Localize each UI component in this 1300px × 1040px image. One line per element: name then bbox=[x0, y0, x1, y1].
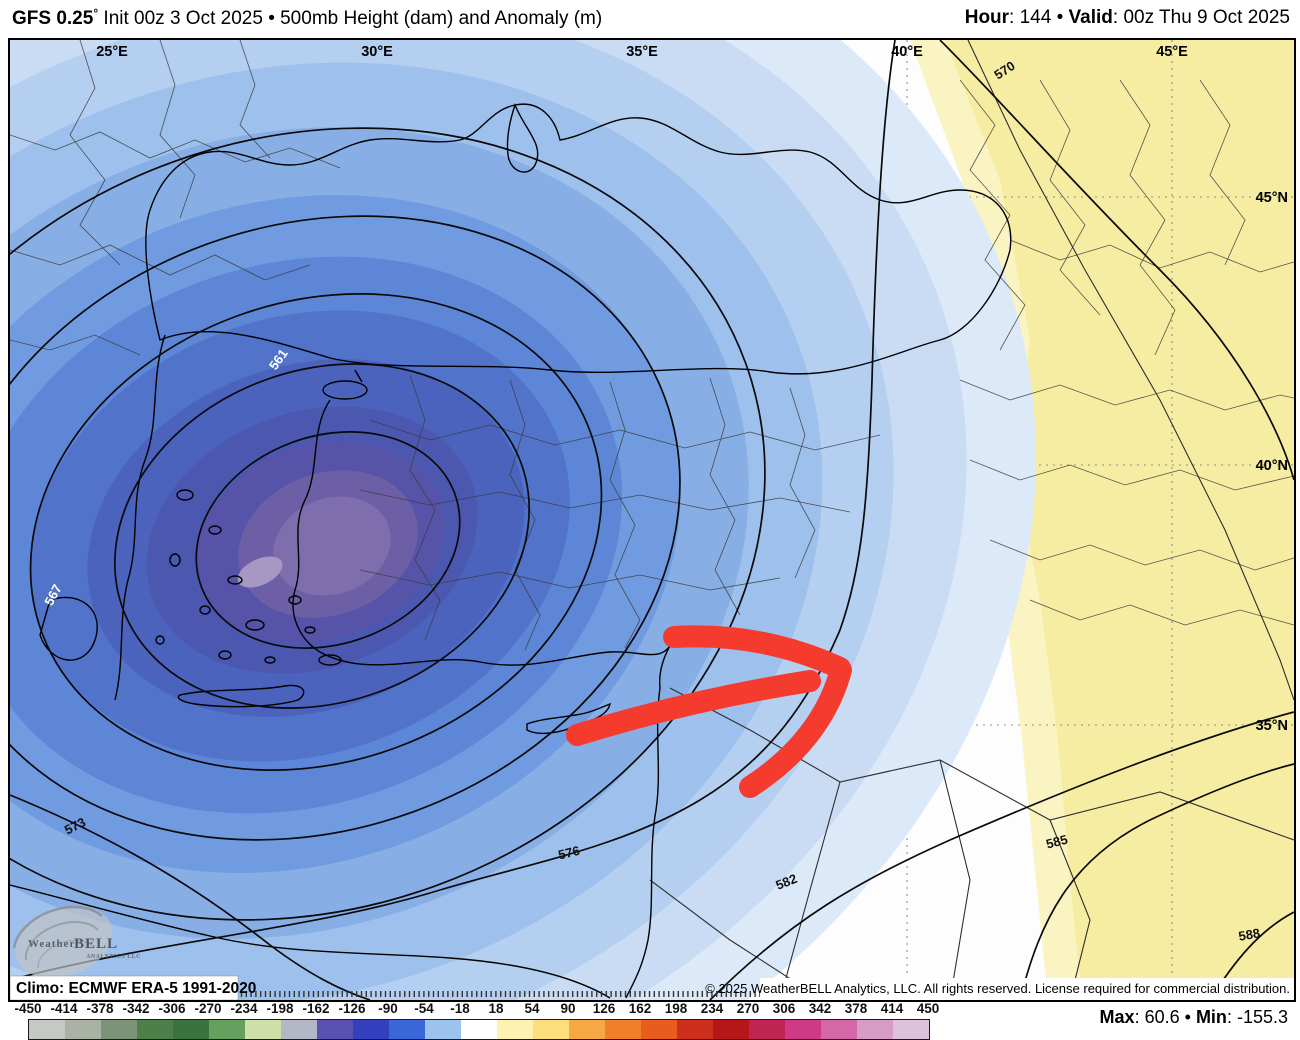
weatherbell-logo: Weather BELL ANALYTICS LLC bbox=[12, 905, 141, 979]
colorbar-tick: -342 bbox=[122, 1001, 150, 1016]
colorbar-ticks: -450 -414 -378 -342 -306 -270 -234 -198 -162 -126… bbox=[14, 1001, 939, 1018]
colorbar-tick: 414 bbox=[880, 1001, 904, 1016]
negative-anomaly-region bbox=[10, 40, 1036, 1000]
colorbar-tick: -126 bbox=[338, 1001, 366, 1016]
latitude-labels: 45°N 40°N 35°N bbox=[1256, 190, 1288, 734]
latitude-label: 35°N bbox=[1256, 718, 1288, 734]
logo-subtext: ANALYTICS LLC bbox=[86, 954, 141, 960]
hour-value: 144 bbox=[1019, 7, 1052, 28]
colorbar-tick: -378 bbox=[86, 1001, 114, 1016]
valid-value: 00z Thu 9 Oct 2025 bbox=[1123, 7, 1290, 28]
longitude-label: 40°E bbox=[891, 44, 923, 60]
colorbar-segment bbox=[821, 1020, 857, 1039]
logo-bell-text: BELL bbox=[74, 936, 118, 952]
colorbar-tick: 54 bbox=[524, 1001, 540, 1016]
colorbar-segment bbox=[353, 1020, 389, 1039]
colorbar-segment bbox=[569, 1020, 605, 1039]
colorbar-segment bbox=[389, 1020, 425, 1039]
colorbar-tick: 90 bbox=[560, 1001, 576, 1016]
colorbar-tick: 234 bbox=[700, 1001, 724, 1016]
country-borders bbox=[649, 40, 1294, 1000]
colorbar-tick: 342 bbox=[808, 1001, 832, 1016]
colorbar-segment bbox=[425, 1020, 461, 1039]
max-label: Max bbox=[1099, 1007, 1135, 1027]
contour-label: 588 bbox=[1237, 925, 1261, 944]
colorbar-segment bbox=[605, 1020, 641, 1039]
colorbar-segment bbox=[893, 1020, 929, 1039]
colorbar-segment bbox=[785, 1020, 821, 1039]
min-label: Min bbox=[1195, 1007, 1227, 1027]
colorbar-tick: 126 bbox=[592, 1001, 616, 1016]
longitude-label: 45°E bbox=[1156, 44, 1188, 60]
colorbar-tick: -306 bbox=[158, 1001, 186, 1016]
colorbar-tick: -162 bbox=[302, 1001, 330, 1016]
coastlines bbox=[10, 102, 1012, 999]
colorbar-segment bbox=[209, 1020, 245, 1039]
colorbar-segment bbox=[281, 1020, 317, 1039]
climo-text: Climo: ECMWF ERA-5 1991-2020 bbox=[16, 980, 256, 997]
hour-label: Hour bbox=[964, 7, 1010, 28]
latitude-label: 40°N bbox=[1256, 458, 1288, 474]
colorbar-segment bbox=[497, 1020, 533, 1039]
weather-map: 570 561 567 573 576 582 585 588 25°E 30°E 35°E 40°… bbox=[8, 38, 1296, 1002]
copyright-text: © 2025 WeatherBELL Analytics, LLC. All r… bbox=[705, 981, 1290, 996]
annotation-arrow bbox=[566, 625, 852, 798]
colorbar-tick: -54 bbox=[414, 1001, 434, 1016]
height-contours bbox=[10, 40, 1294, 1000]
colorbar-segment bbox=[65, 1020, 101, 1039]
colorbar-tick: 198 bbox=[664, 1001, 688, 1016]
model-name: GFS 0.25 bbox=[12, 8, 94, 29]
colorbar-segment bbox=[713, 1020, 749, 1039]
colorbar-segment bbox=[857, 1020, 893, 1039]
colorbar-segment bbox=[137, 1020, 173, 1039]
colorbar-tick: -450 bbox=[14, 1001, 42, 1016]
min-value: -155.3 bbox=[1236, 1007, 1288, 1027]
title-text: Init 00z 3 Oct 2025 • 500mb Height (dam)… bbox=[103, 8, 603, 29]
map-title: GFS 0.25° Init 00z 3 Oct 2025 • 500mb He… bbox=[12, 6, 602, 30]
colorbar-segment bbox=[317, 1020, 353, 1039]
colorbar-segment bbox=[101, 1020, 137, 1039]
colorbar-tick: 378 bbox=[844, 1001, 868, 1016]
colorbar-tick: 306 bbox=[772, 1001, 796, 1016]
contour-label: 576 bbox=[557, 843, 582, 862]
colorbar-segment bbox=[749, 1020, 785, 1039]
colorbar-tick: 18 bbox=[488, 1001, 504, 1016]
copyright-box: © 2025 WeatherBELL Analytics, LLC. All r… bbox=[705, 978, 1294, 1000]
valid-label: Valid bbox=[1068, 7, 1113, 28]
colorbar-tick: -198 bbox=[266, 1001, 294, 1016]
colorbar-tick: -90 bbox=[378, 1001, 398, 1016]
colorbar-tick: -18 bbox=[450, 1001, 470, 1016]
colorbar-tick: 162 bbox=[628, 1001, 652, 1016]
admin-borders bbox=[10, 40, 1294, 651]
valid-time: Hour: 144 • Valid: 00z Thu 9 Oct 2025 bbox=[964, 7, 1290, 28]
logo-weather-text: Weather bbox=[28, 938, 75, 950]
longitude-labels: 25°E 30°E 35°E 40°E 45°E bbox=[96, 44, 1188, 60]
colorbar-segment bbox=[245, 1020, 281, 1039]
colorbar-segment bbox=[533, 1020, 569, 1039]
colorbar-segment bbox=[677, 1020, 713, 1039]
max-value: 60.6 bbox=[1144, 1007, 1180, 1027]
header: GFS 0.25° Init 00z 3 Oct 2025 • 500mb He… bbox=[0, 0, 1300, 34]
colorbar-segment bbox=[461, 1020, 497, 1039]
degree-symbol: ° bbox=[93, 6, 99, 20]
latitude-label: 45°N bbox=[1256, 190, 1288, 206]
colorbar-tick: -414 bbox=[50, 1001, 78, 1016]
colorbar-segment bbox=[641, 1020, 677, 1039]
colorbar-tick: -234 bbox=[230, 1001, 258, 1016]
contour-label: 585 bbox=[1044, 832, 1069, 852]
colorbar-segment bbox=[29, 1020, 65, 1039]
colorbar-tick: -270 bbox=[194, 1001, 222, 1016]
longitude-label: 35°E bbox=[626, 44, 658, 60]
longitude-label: 30°E bbox=[361, 44, 393, 60]
climo-box: Climo: ECMWF ERA-5 1991-2020 bbox=[10, 975, 256, 1000]
colorbar bbox=[28, 1019, 930, 1040]
longitude-label: 25°E bbox=[96, 44, 128, 60]
colorbar-tick: 270 bbox=[736, 1001, 760, 1016]
max-min-readout: Max: 60.6 • Min: -155.3 bbox=[1099, 1007, 1288, 1027]
colorbar-tick: 450 bbox=[916, 1001, 940, 1016]
colorbar-legend: -450 -414 -378 -342 -306 -270 -234 -198 -162 -126… bbox=[14, 1001, 968, 1040]
colorbar-segment bbox=[173, 1020, 209, 1039]
